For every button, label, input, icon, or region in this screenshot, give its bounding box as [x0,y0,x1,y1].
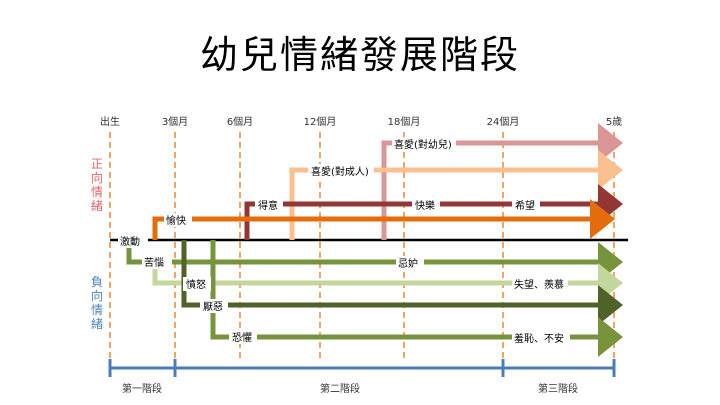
arrow-happiness [244,184,623,240]
arrow-distress [126,240,623,282]
negative-emotions-label: 負向情緒 [91,275,103,331]
label-disgust: 厭惡 [203,301,223,313]
label-proud: 得意 [258,199,278,212]
age-label-12m: 12個月 [304,115,337,128]
age-label-birth: 出生 [100,115,120,128]
page-title: 幼兒情緒發展階段 [199,33,520,77]
age-label-6m: 6個月 [227,115,253,128]
age-label-3m: 3個月 [162,115,188,128]
arrow-love-child [381,123,623,240]
arrow-fear [210,240,623,357]
stage-1-label: 第一階段 [122,382,162,395]
positive-emotions-label: 正向情緒 [91,157,103,213]
label-distress: 苦惱 [144,256,164,269]
label-fear: 恐懼 [232,332,252,344]
label-joy: 愉快 [166,214,186,227]
label-shame: 羞恥、不安 [514,332,564,345]
label-happy: 快樂 [415,199,435,212]
label-disappoint: 失望、羨慕 [514,278,564,291]
age-label-18m: 18個月 [388,115,421,128]
stage-axis [108,359,616,377]
age-label-5y: 5歲 [606,115,622,128]
label-love-child: 喜愛(對幼兒) [394,138,452,151]
label-love-adult: 喜愛(對成人) [311,165,369,178]
arrow-joy [152,199,615,240]
age-label-24m: 24個月 [487,115,520,128]
arrow-disgust [181,240,623,325]
label-jealous: 忌妒 [398,257,418,270]
age-guides [109,132,615,362]
emotion-labels: 激動 愉快 得意 快樂 希望 喜愛(對成人) 喜愛(對幼兒) 苦惱 憤怒 忌妒 … [118,137,570,345]
label-excite: 激動 [120,235,140,248]
stage-3-label: 第三階段 [538,382,578,395]
label-hope: 希望 [515,199,535,212]
stage-2-label: 第二階段 [320,382,360,395]
label-anger: 憤怒 [186,278,206,291]
